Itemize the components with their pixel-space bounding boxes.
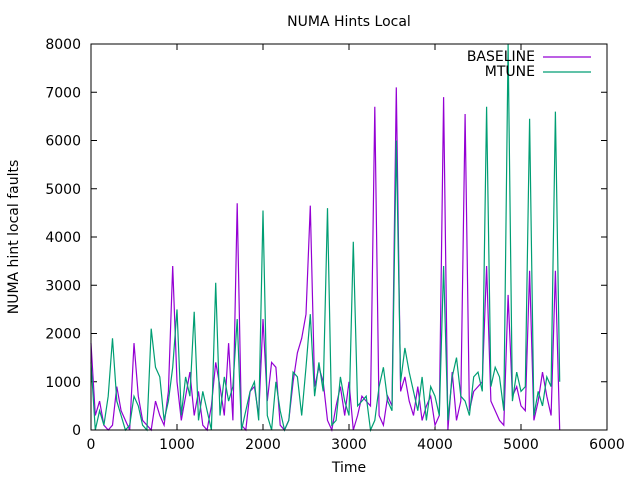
axis-ticks: 0 1000 2000 3000 4000 5000 6000 0 1000 2000 3000 40… bbox=[45, 37, 624, 453]
x-axis-label: Time bbox=[331, 460, 366, 476]
x-tick-label: 1000 bbox=[159, 437, 195, 453]
y-tick-label: 0 bbox=[72, 423, 81, 439]
y-tick-label: 5000 bbox=[45, 182, 81, 198]
legend: BASELINE MTUNE bbox=[467, 49, 591, 80]
chart-title: NUMA Hints Local bbox=[287, 14, 411, 30]
y-tick-label: 7000 bbox=[45, 85, 81, 101]
series-line-baseline bbox=[90, 87, 561, 433]
plot-border bbox=[90, 43, 608, 431]
x-tick-label: 3000 bbox=[331, 437, 367, 453]
x-tick-label: 2000 bbox=[245, 437, 281, 453]
y-tick-label: 6000 bbox=[45, 134, 81, 150]
x-tick-label: 5000 bbox=[503, 437, 539, 453]
y-tick-label: 1000 bbox=[45, 375, 81, 391]
y-tick-label: 2000 bbox=[45, 327, 81, 343]
series-line-mtune bbox=[90, 43, 561, 433]
x-tick-label: 4000 bbox=[417, 437, 453, 453]
x-tick-label: 0 bbox=[87, 437, 96, 453]
y-tick-label: 4000 bbox=[45, 230, 81, 246]
y-axis-label: NUMA hint local faults bbox=[6, 160, 22, 315]
y-tick-label: 3000 bbox=[45, 278, 81, 294]
series-group bbox=[90, 43, 561, 433]
legend-label-baseline: BASELINE bbox=[467, 49, 535, 65]
y-tick-label: 8000 bbox=[45, 37, 81, 53]
legend-label-mtune: MTUNE bbox=[485, 64, 535, 80]
x-tick-label: 6000 bbox=[589, 437, 625, 453]
